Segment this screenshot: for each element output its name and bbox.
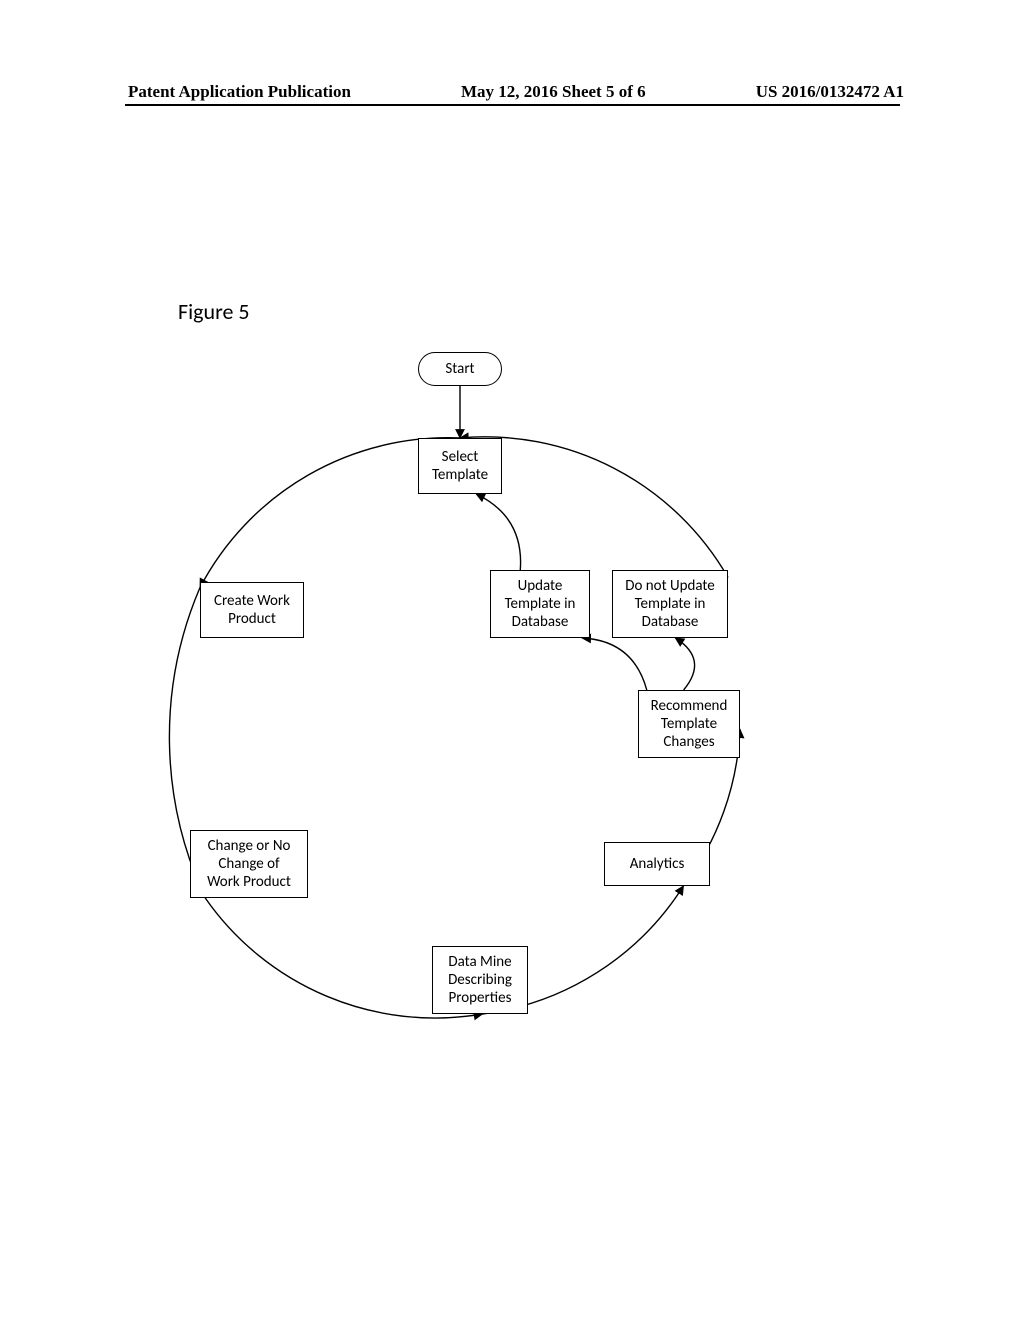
node-datamine: Data MineDescribingProperties [432,946,528,1014]
node-recommend: RecommendTemplateChanges [638,690,740,758]
flowchart-edges [0,0,1024,1320]
header-center: May 12, 2016 Sheet 5 of 6 [461,82,646,102]
edge-update-to-select [476,494,520,570]
page-header: Patent Application Publication May 12, 2… [0,82,1024,102]
node-select: SelectTemplate [418,438,502,494]
header-left: Patent Application Publication [128,82,351,102]
node-start: Start [418,352,502,386]
node-analytics: Analytics [604,842,710,886]
header-rule [125,104,900,106]
edge-recommend-to-update [582,638,647,690]
edge-recommend-to-noupdate [675,638,694,690]
header-right: US 2016/0132472 A1 [756,82,904,102]
node-noupdate: Do not UpdateTemplate inDatabase [612,570,728,638]
node-update: UpdateTemplate inDatabase [490,570,590,638]
node-create: Create WorkProduct [200,582,304,638]
node-change: Change or NoChange ofWork Product [190,830,308,898]
page: Patent Application Publication May 12, 2… [0,0,1024,1320]
figure-label: Figure 5 [178,298,250,325]
